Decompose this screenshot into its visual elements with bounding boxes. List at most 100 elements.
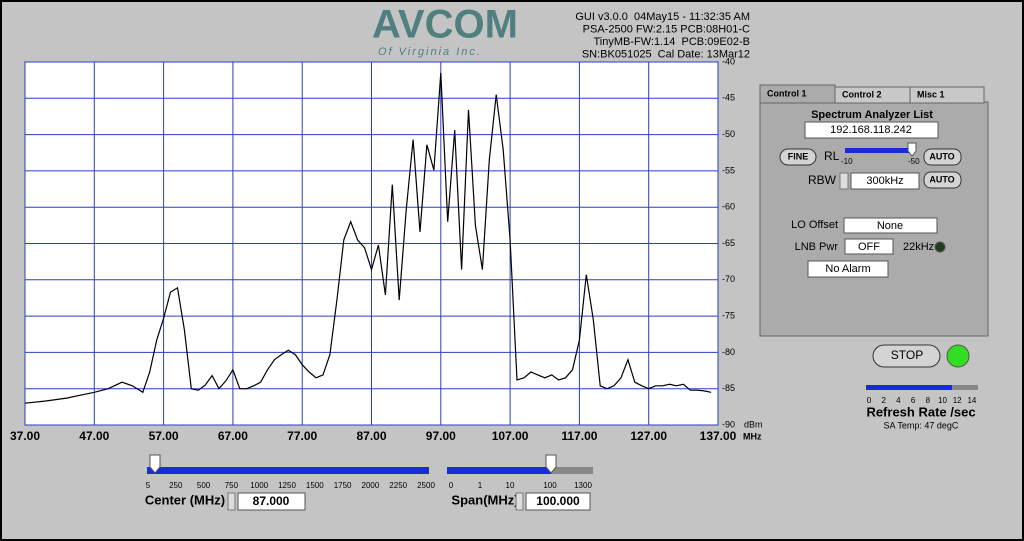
run-led: [946, 344, 970, 368]
y-tick-label: -60: [722, 202, 735, 212]
center-tick: 2000: [362, 481, 380, 490]
center-tick: 1250: [278, 481, 296, 490]
x-tick-label: 117.00: [561, 429, 597, 443]
tab-label: Control 1: [767, 88, 807, 98]
control-panel: Control 1 Control 2 Misc 1 Spectrum Anal…: [759, 84, 989, 337]
rl-slider[interactable]: [845, 148, 915, 153]
span-tick: 1300: [574, 481, 592, 490]
refresh-slider-rest[interactable]: [952, 385, 978, 390]
center-tick: 750: [225, 481, 239, 490]
y-unit: dBm: [744, 419, 763, 429]
span-tick: 10: [506, 481, 515, 490]
x-tick-label: 67.00: [218, 429, 248, 443]
lo-offset-value: None: [877, 220, 903, 232]
y-tick-label: -55: [722, 165, 735, 175]
alarm-value: No Alarm: [825, 263, 870, 275]
refresh-tick: 8: [926, 396, 931, 405]
refresh-label: Refresh Rate /sec: [866, 404, 975, 419]
slider-ticks: 5 250 500 750 1000 1250 1500 1750 2000 2250 2500 0 1…: [146, 481, 593, 490]
auto-rbw-button[interactable]: [923, 171, 962, 189]
ip-value: 192.168.118.242: [830, 124, 912, 136]
tab[interactable]: [909, 86, 985, 104]
y-tick-label: -65: [722, 238, 735, 248]
y-tick-label: -75: [722, 310, 735, 320]
header-line: PSA-2500 FW:2.15 PCB:08H01-C: [583, 23, 750, 35]
center-value: 87.000: [253, 494, 290, 508]
spectrum-trace: [24, 72, 712, 404]
x-tick-label: 97.00: [426, 429, 456, 443]
x-tick-label: 37.00: [10, 429, 40, 443]
rbw-field[interactable]: [850, 172, 920, 190]
span-thumb[interactable]: [545, 454, 557, 474]
spectrum-plot: 37.00 47.00 57.00 67.00 77.00 87.00 97.00 107.0…: [10, 56, 763, 443]
header-line: SN:BK051025 Cal Date: 13Mar12: [582, 48, 750, 60]
span-field[interactable]: [525, 492, 591, 511]
center-thumb[interactable]: [149, 454, 161, 474]
rbw-value: 300kHz: [866, 175, 903, 187]
y-tick-label: -45: [722, 93, 735, 103]
auto-rbw-label: AUTO: [929, 174, 954, 184]
y-tick-label: -50: [722, 129, 735, 139]
x-tick-label: 137.00: [700, 429, 737, 443]
lo-offset-label: LO Offset: [791, 219, 838, 231]
center-tick: 500: [197, 481, 211, 490]
y-tick-label: -90: [722, 419, 735, 429]
center-tick: 2500: [417, 481, 435, 490]
refresh-tick: 4: [896, 396, 901, 405]
span-slider-rest[interactable]: [551, 467, 593, 474]
lnb-pwr-field[interactable]: [844, 238, 894, 255]
rl-label: RL: [824, 149, 840, 163]
refresh-tick: 12: [953, 396, 962, 405]
refresh-tick: 2: [881, 396, 886, 405]
center-tick: 2250: [389, 481, 407, 490]
header-line: TinyMB-FW:1.14 PCB:09E02-B: [594, 36, 751, 48]
khz22-label: 22kHz: [903, 241, 934, 253]
x-tick-label: 57.00: [149, 429, 179, 443]
span-value: 100.000: [536, 494, 580, 508]
stop-button[interactable]: [872, 344, 941, 368]
refresh-slider[interactable]: [866, 385, 952, 390]
fine-label: FINE: [788, 151, 809, 161]
list-label: Spectrum Analyzer List: [811, 109, 933, 121]
lo-offset-field[interactable]: [843, 217, 938, 234]
auto-rl-button[interactable]: [923, 148, 962, 166]
span-tick: 1: [478, 481, 483, 490]
header-line: GUI v3.0.0 04May15 - 11:32:35 AM: [575, 11, 750, 23]
logo-tagline: Of Virginia Inc.: [378, 46, 482, 58]
rl-min: -10: [841, 157, 853, 166]
x-tick-label: 127.00: [630, 429, 667, 443]
center-spinner[interactable]: [227, 492, 236, 511]
fine-button[interactable]: [779, 148, 817, 166]
center-tick: 1500: [306, 481, 324, 490]
tab-label: Misc 1: [917, 89, 945, 99]
span-tick: 100: [543, 481, 557, 490]
refresh-tick: 6: [911, 396, 916, 405]
refresh-ticks: 0 2 4 6 8 10 12 14: [867, 396, 977, 405]
auto-rl-label: AUTO: [929, 151, 954, 161]
x-tick-label: 47.00: [79, 429, 109, 443]
x-tick-label: 77.00: [287, 429, 317, 443]
refresh-tick: 10: [938, 396, 947, 405]
lnb-pwr-label: LNB Pwr: [795, 241, 839, 253]
rl-max: -50: [908, 157, 920, 166]
refresh-tick: 0: [867, 396, 872, 405]
refresh-tick: 14: [967, 396, 976, 405]
x-tick-label: 87.00: [356, 429, 386, 443]
center-slider[interactable]: [147, 467, 429, 474]
khz22-led: [934, 241, 946, 253]
alarm-field: [807, 260, 889, 278]
ip-field[interactable]: [804, 121, 939, 139]
center-field[interactable]: [237, 492, 306, 511]
center-tick: 1750: [334, 481, 352, 490]
span-spinner[interactable]: [515, 492, 524, 511]
span-slider[interactable]: [447, 467, 551, 474]
center-label: Center (MHz): [145, 492, 225, 507]
center-tick: 250: [169, 481, 183, 490]
temp-label: SA Temp: 47 degC: [884, 420, 959, 430]
header-info: GUI v3.0.0 04May15 - 11:32:35 AMPSA-2500…: [575, 11, 750, 61]
rl-thumb[interactable]: [907, 142, 917, 157]
rbw-spinner[interactable]: [839, 172, 849, 190]
y-tick-label: -80: [722, 347, 735, 357]
center-tick: 5: [146, 481, 151, 490]
